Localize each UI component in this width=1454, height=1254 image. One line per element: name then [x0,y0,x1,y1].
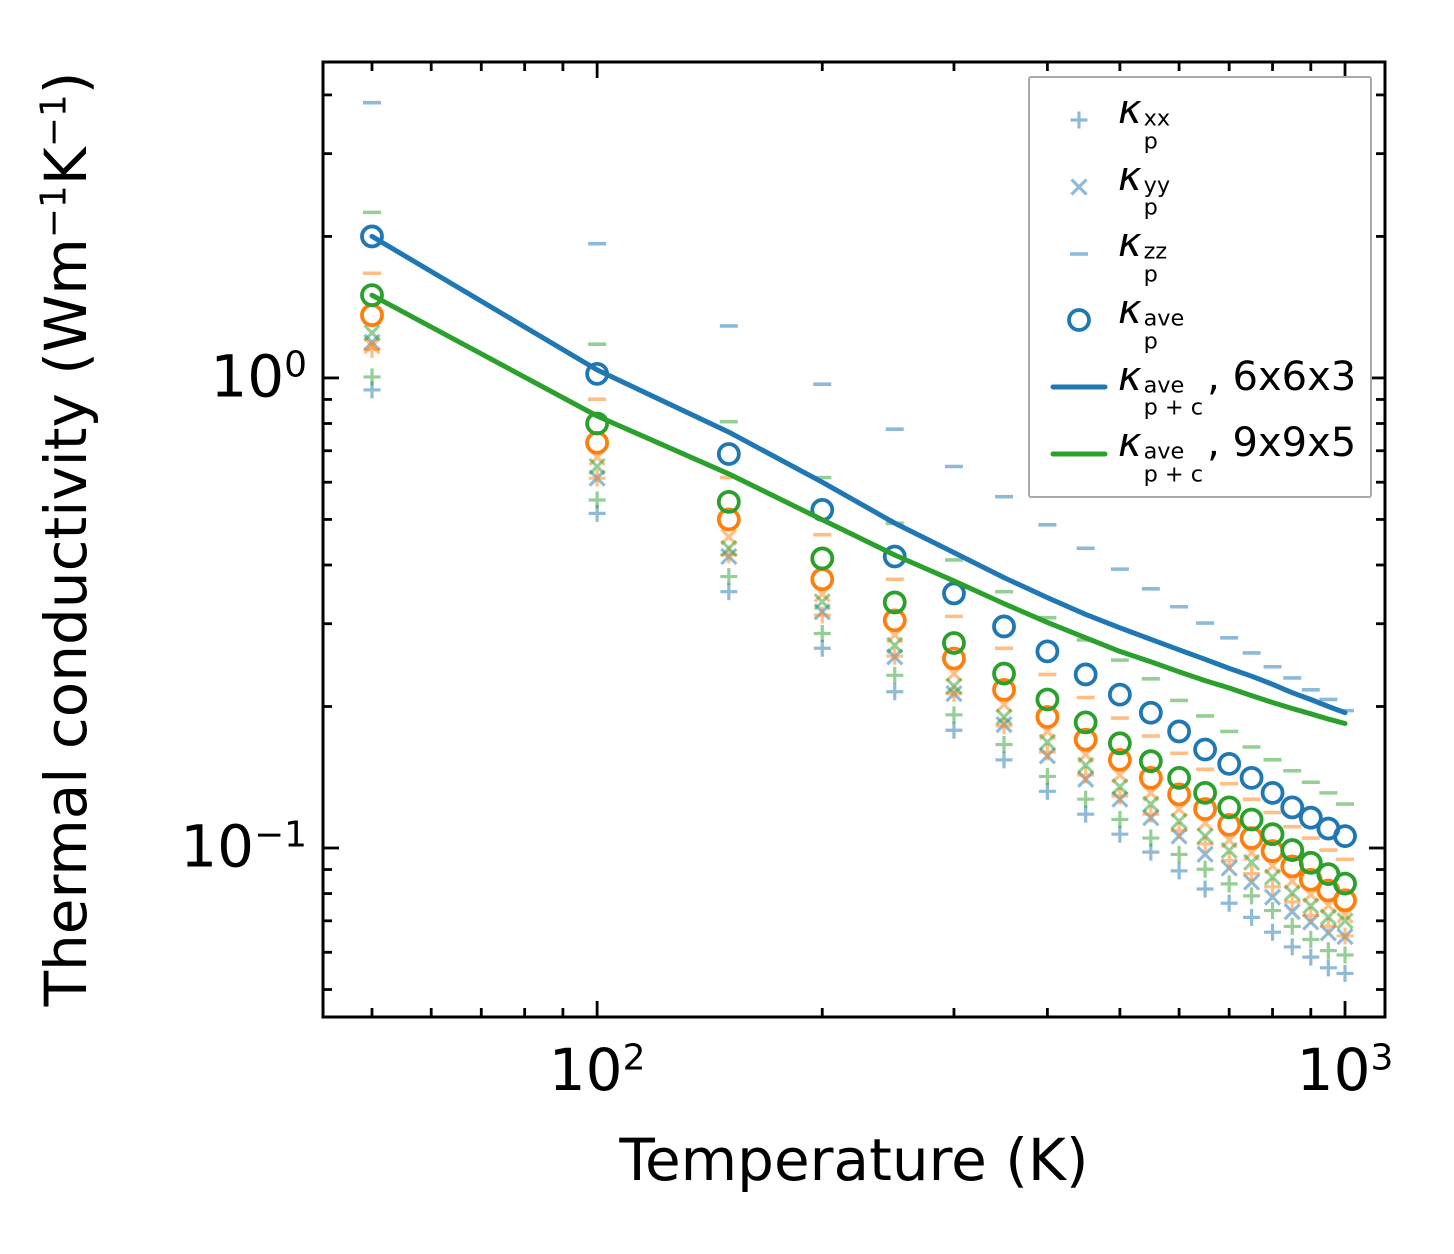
series-kp-xx-blue [363,381,1354,982]
legend-item-1: κ yy p [1040,153,1364,222]
legend-item-2: κ zz p [1040,220,1364,288]
legend-item-label: κ ave p + c, 6x6x3 [1118,353,1357,422]
x-axis-label: Temperature (K) [619,1126,1088,1194]
y-tick-label-10e0: 100 [210,342,307,411]
x-axis-label-text: Temperature (K) [619,1126,1089,1194]
series-kp-ave-green [360,283,1357,896]
series-kpc-ave-6x6x3 [369,233,1348,716]
y-axis-label: Thermal conductivity (Wm−1K−1) [32,71,100,1007]
plot-spines [321,60,1387,1019]
plus-legend-icon [1040,98,1118,142]
legend-item-0: κ xx p [1040,86,1364,155]
series-kp-yy-green [363,324,1354,930]
circle-legend-icon [1040,298,1118,342]
x-tick-label-10e2: 102 [548,1036,646,1104]
legend-item-5: κ ave p + c, 9x9x5 [1040,420,1364,488]
line-legend-icon [1040,432,1118,476]
y-tick-label-10e−1: 10−1 [180,812,307,881]
series-kpc-ave-9x9x5 [369,292,1348,726]
legend-item-label: κ xx p [1118,86,1171,155]
legend-item-label: κ zz p [1118,220,1168,288]
series-kp-zz-orange [362,271,1355,862]
line-legend-icon [1040,365,1118,409]
series-kp-zz-blue [362,100,1355,713]
legend-item-label: κ ave p [1118,286,1185,355]
legend-item-3: κ ave p [1040,286,1364,355]
legend-item-label: κ yy p [1118,153,1171,222]
x-tick-label-10e3: 103 [1296,1036,1394,1104]
legend-item-4: κ ave p + c, 6x6x3 [1040,353,1364,422]
legend-item-label: κ ave p + c, 9x9x5 [1118,420,1357,488]
series-kp-xx-green [363,368,1354,964]
cross-legend-icon [1040,165,1118,209]
legend: κ xx p κ yy p κ zz p κ ave p κ ave p + c, 6x6x3 κ ave p +… [1028,76,1372,498]
dash-legend-icon [1040,232,1118,276]
